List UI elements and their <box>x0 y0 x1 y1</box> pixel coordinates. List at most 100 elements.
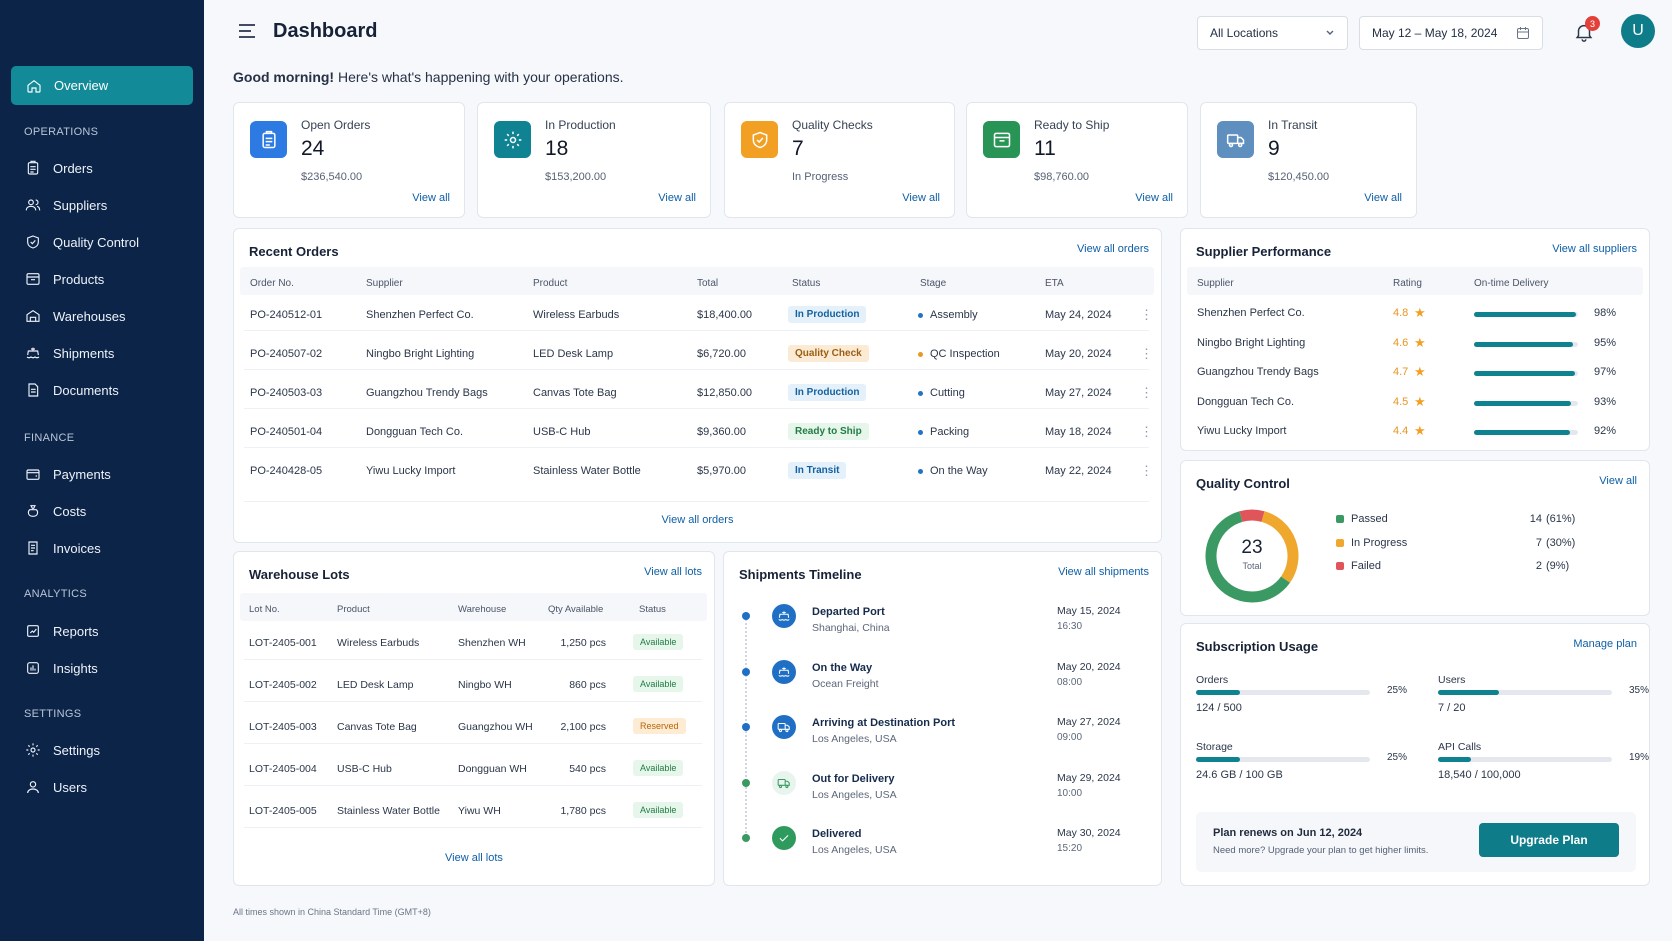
sidebar-item-overview[interactable]: Overview <box>11 66 193 105</box>
legend-swatch <box>1336 562 1344 570</box>
ontime-percent: 95% <box>1594 336 1617 349</box>
quality-control-view-all-link[interactable]: View all <box>1599 475 1637 487</box>
supplier-name: Dongguan Tech Co. <box>1197 395 1295 408</box>
order-product: Wireless Earbuds <box>533 309 620 321</box>
view-all-orders-link[interactable]: View all orders <box>1077 243 1149 255</box>
status-badge: Available <box>633 676 684 692</box>
sidebar-item-shipments[interactable]: Shipments <box>24 342 114 364</box>
view-all-suppliers-link[interactable]: View all suppliers <box>1552 243 1637 255</box>
insights-icon <box>24 659 42 677</box>
sidebar-item-label: Products <box>53 271 105 287</box>
ontime-progress-bar <box>1474 400 1578 406</box>
sidebar-item-quality-control[interactable]: Quality Control <box>24 231 139 253</box>
menu-icon[interactable] <box>237 22 257 40</box>
sidebar-item-label: Suppliers <box>53 197 108 213</box>
sidebar: Overview OPERATIONS Orders Suppliers Qualit… <box>0 0 204 941</box>
stat-value: 11 <box>1034 137 1056 160</box>
truck-icon <box>772 770 796 795</box>
usage-value: 24.6 GB / 100 GB <box>1196 769 1283 781</box>
order-number[interactable]: PO-240512-01 <box>250 309 323 321</box>
sidebar-item-settings[interactable]: Settings <box>24 739 100 761</box>
sidebar-item-suppliers[interactable]: Suppliers <box>24 194 107 216</box>
greeting: Good morning! Here's what's happening wi… <box>233 69 624 85</box>
stat-label: Quality Checks <box>792 118 873 132</box>
order-eta: May 24, 2024 <box>1045 309 1112 321</box>
row-more-icon[interactable]: ⋮ <box>1140 424 1153 439</box>
supplier-rating: 4.7 <box>1393 366 1409 378</box>
sidebar-item-orders[interactable]: Orders <box>24 157 93 179</box>
recent-orders-header <box>240 267 1154 295</box>
view-all-shipments-link[interactable]: View all shipments <box>1058 566 1149 578</box>
stat-view-all-link[interactable]: View all <box>658 192 696 204</box>
gear-icon <box>494 121 531 158</box>
money-bag-icon <box>24 502 42 520</box>
sidebar-item-insights[interactable]: Insights <box>24 657 98 679</box>
notification-count-badge: 3 <box>1585 16 1600 31</box>
order-total: $18,400.00 <box>697 309 753 321</box>
manage-plan-link[interactable]: Manage plan <box>1573 638 1637 650</box>
lot-warehouse: Shenzhen WH <box>458 637 526 649</box>
stat-view-all-link[interactable]: View all <box>412 192 450 204</box>
row-more-icon[interactable]: ⋮ <box>1140 385 1153 400</box>
sidebar-item-costs[interactable]: Costs <box>24 500 86 522</box>
column-header: Rating <box>1393 278 1422 289</box>
sidebar-item-users[interactable]: Users <box>24 776 87 798</box>
event-place: Los Angeles, USA <box>812 788 897 801</box>
lot-quantity: 1,780 pcs <box>560 805 606 817</box>
usage-label: Users <box>1438 674 1466 686</box>
sidebar-section-label: FINANCE <box>24 432 75 444</box>
warehouse-lots-header <box>240 593 707 621</box>
sidebar-item-invoices[interactable]: Invoices <box>24 537 101 559</box>
stage-dot <box>918 391 923 396</box>
stat-value: 18 <box>545 137 569 160</box>
sidebar-item-label: Users <box>53 779 87 795</box>
order-number[interactable]: PO-240503-03 <box>250 387 323 399</box>
stat-view-all-link[interactable]: View all <box>1135 192 1173 204</box>
location-select[interactable]: All Locations <box>1197 16 1348 50</box>
order-number[interactable]: PO-240507-02 <box>250 348 323 360</box>
row-more-icon[interactable]: ⋮ <box>1140 463 1153 478</box>
supplier-rating: 4.5 <box>1393 395 1409 408</box>
user-icon <box>24 778 42 796</box>
users-icon <box>24 196 42 214</box>
order-total: $12,850.00 <box>697 387 753 399</box>
upgrade-plan-button[interactable]: Upgrade Plan <box>1479 823 1619 857</box>
stat-label: In Production <box>545 118 616 132</box>
row-more-icon[interactable]: ⋮ <box>1140 307 1153 322</box>
supplier-rating: 4.4 <box>1393 425 1409 437</box>
order-number[interactable]: PO-240501-04 <box>250 426 323 438</box>
event-place: Shanghai, China <box>812 622 890 634</box>
supplier-rating: 4.8 <box>1393 307 1409 319</box>
sidebar-item-warehouses[interactable]: Warehouses <box>24 305 126 327</box>
sidebar-item-products[interactable]: Products <box>24 268 104 290</box>
ontime-progress-bar <box>1474 430 1578 435</box>
view-all-lots-link[interactable]: View all lots <box>644 566 702 578</box>
sidebar-item-label: Invoices <box>53 540 101 556</box>
notifications-button[interactable]: 3 <box>1573 16 1600 45</box>
avatar[interactable]: U <box>1621 14 1655 48</box>
sidebar-item-reports[interactable]: Reports <box>24 620 99 642</box>
date-range-picker[interactable]: May 12 – May 18, 2024 <box>1359 16 1543 50</box>
ontime-percent: 98% <box>1594 307 1617 319</box>
view-all-orders-footer-link[interactable]: View all orders <box>661 514 734 526</box>
lot-number: LOT-2405-004 <box>249 763 317 775</box>
sidebar-item-payments[interactable]: Payments <box>24 463 111 485</box>
row-divider <box>244 743 702 744</box>
sidebar-item-documents[interactable]: Documents <box>24 379 119 401</box>
stat-view-all-link[interactable]: View all <box>1364 192 1402 204</box>
stat-view-all-link[interactable]: View all <box>902 192 940 204</box>
order-number[interactable]: PO-240428-05 <box>250 465 323 477</box>
order-supplier: Yiwu Lucky Import <box>366 465 456 477</box>
main-content: Dashboard All Locations May 12 – May 18,… <box>204 0 1672 941</box>
usage-progress-bar <box>1196 690 1370 695</box>
sidebar-section-label: SETTINGS <box>24 708 82 720</box>
legend-percent: (61%) <box>1546 513 1576 525</box>
row-more-icon[interactable]: ⋮ <box>1140 346 1153 361</box>
usage-percent: 35% <box>1629 685 1650 696</box>
lot-number: LOT-2405-003 <box>249 721 317 733</box>
plan-renewal-box: Plan renews on Jun 12, 2024 Need more? U… <box>1196 812 1636 872</box>
supplier-performance-panel: Supplier Performance View all suppliers … <box>1180 228 1650 451</box>
event-title: Out for Delivery <box>812 772 895 785</box>
lot-product: Canvas Tote Bag <box>337 721 417 733</box>
view-all-lots-footer-link[interactable]: View all lots <box>445 852 503 864</box>
